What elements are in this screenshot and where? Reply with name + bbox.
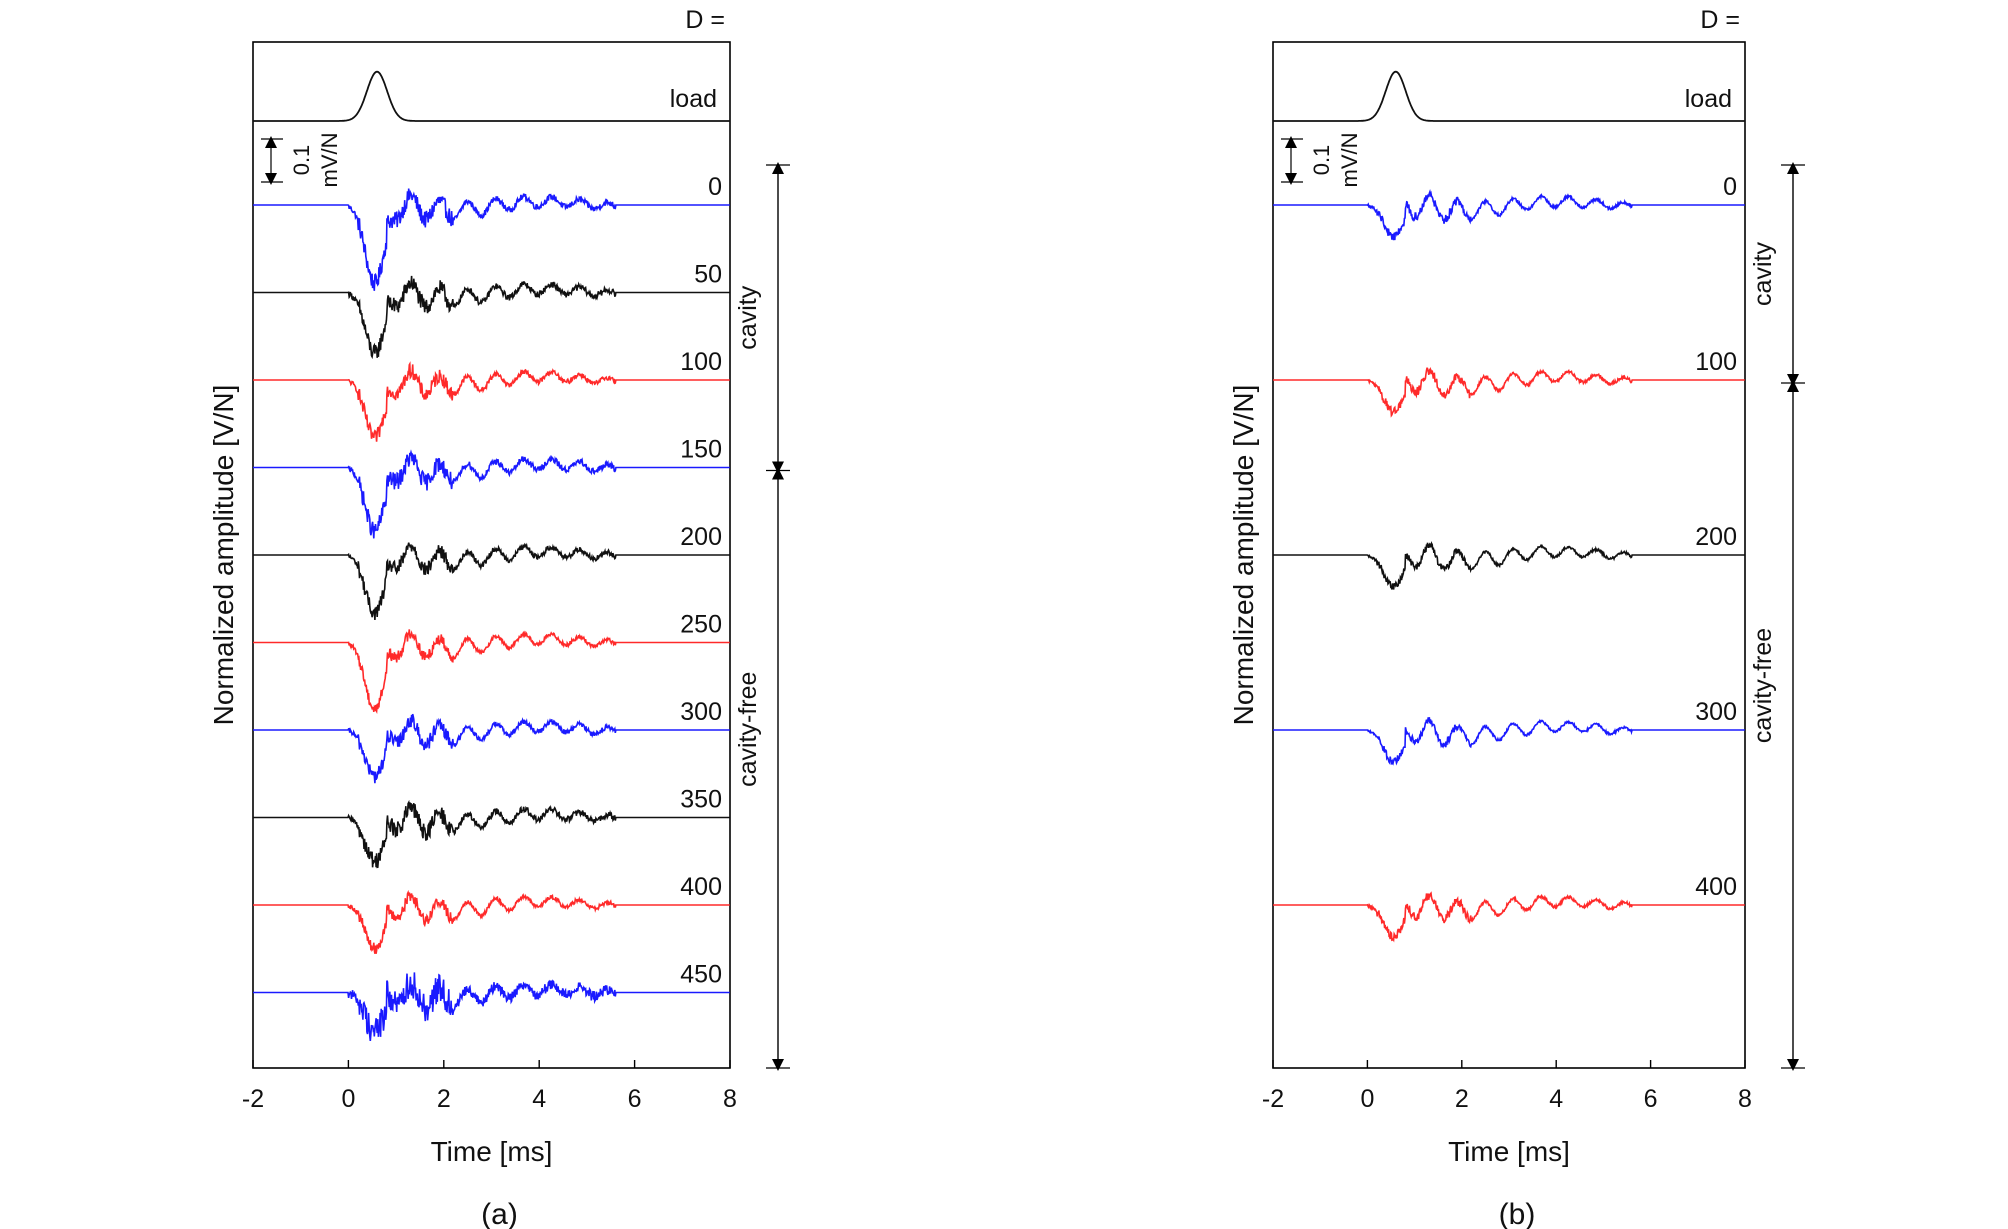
load-trace	[1273, 70, 1745, 122]
series-trace-200	[253, 542, 730, 621]
series-label-100: 100	[1695, 348, 1737, 376]
x-axis-label: Time [ms]	[1448, 1136, 1570, 1167]
scale-bar-unit: mV/N	[317, 133, 342, 188]
x-tick-label: 8	[723, 1085, 737, 1113]
series-label-300: 300	[1695, 698, 1737, 726]
x-tick-label: -2	[242, 1085, 264, 1113]
load-label: load	[1685, 85, 1732, 113]
series-trace-400	[253, 889, 730, 954]
x-axis-label: Time [ms]	[431, 1136, 553, 1167]
x-tick-label: 0	[1360, 1085, 1374, 1113]
panel-label: (b)	[1499, 1198, 1536, 1229]
group-label-cavity: cavity	[734, 285, 762, 349]
series-trace-350	[253, 799, 730, 869]
series-trace-400	[1273, 891, 1745, 943]
series-label-100: 100	[680, 348, 722, 376]
series-trace-50	[253, 275, 730, 360]
series-label-350: 350	[680, 786, 722, 814]
scale-bar-unit: mV/N	[1337, 133, 1362, 188]
x-tick-label: 4	[532, 1085, 546, 1113]
series-trace-150	[253, 449, 730, 539]
x-tick-label: 4	[1549, 1085, 1563, 1113]
scale-bar-value: 0.1	[1309, 145, 1334, 176]
x-tick-label: 6	[628, 1085, 642, 1113]
y-axis-label: Normalized amplitude [V/N]	[208, 385, 239, 726]
series-label-250: 250	[680, 611, 722, 639]
scale-bar-value: 0.1	[289, 145, 314, 176]
series-trace-0	[1273, 188, 1745, 241]
series-trace-300	[253, 713, 730, 784]
x-tick-label: 0	[341, 1085, 355, 1113]
panel-b: -2 0 2 4 6 8 Time [ms] Normalized amplitude [V/…	[1228, 6, 1805, 1229]
series-label-150: 150	[680, 436, 722, 464]
series-label-400: 400	[1695, 873, 1737, 901]
series-trace-300	[1273, 717, 1745, 766]
series-trace-250	[253, 629, 730, 714]
x-tick-label: 6	[1644, 1085, 1658, 1113]
series-label-450: 450	[680, 961, 722, 989]
series-label-200: 200	[1695, 523, 1737, 551]
panel-label: (a)	[481, 1198, 518, 1229]
series-trace-200	[1273, 541, 1745, 590]
header-label: D =	[1700, 6, 1740, 34]
series-label-50: 50	[694, 261, 722, 289]
panel-a: -2 0 2 4 6 8 Time [ms] Normalized amplitude [V/…	[208, 6, 790, 1229]
x-tick-label: 2	[1455, 1085, 1469, 1113]
load-label: load	[670, 85, 717, 113]
series-trace-450	[253, 972, 730, 1041]
group-label-cavity: cavity	[1749, 242, 1777, 306]
group-label-cavity-free: cavity-free	[1749, 628, 1777, 743]
series-label-0: 0	[1723, 173, 1737, 201]
y-axis-label: Normalized amplitude [V/N]	[1228, 385, 1259, 726]
series-trace-0	[253, 188, 730, 291]
group-label-cavity-free: cavity-free	[734, 672, 762, 787]
header-label: D =	[685, 6, 725, 34]
x-tick-label: -2	[1262, 1085, 1284, 1113]
series-label-300: 300	[680, 698, 722, 726]
series-trace-100	[253, 361, 730, 442]
series-label-200: 200	[680, 523, 722, 551]
series-trace-100	[1273, 366, 1745, 418]
x-tick-label: 8	[1738, 1085, 1752, 1113]
load-trace	[253, 70, 730, 122]
x-tick-label: 2	[437, 1085, 451, 1113]
series-label-400: 400	[680, 873, 722, 901]
series-label-0: 0	[708, 173, 722, 201]
